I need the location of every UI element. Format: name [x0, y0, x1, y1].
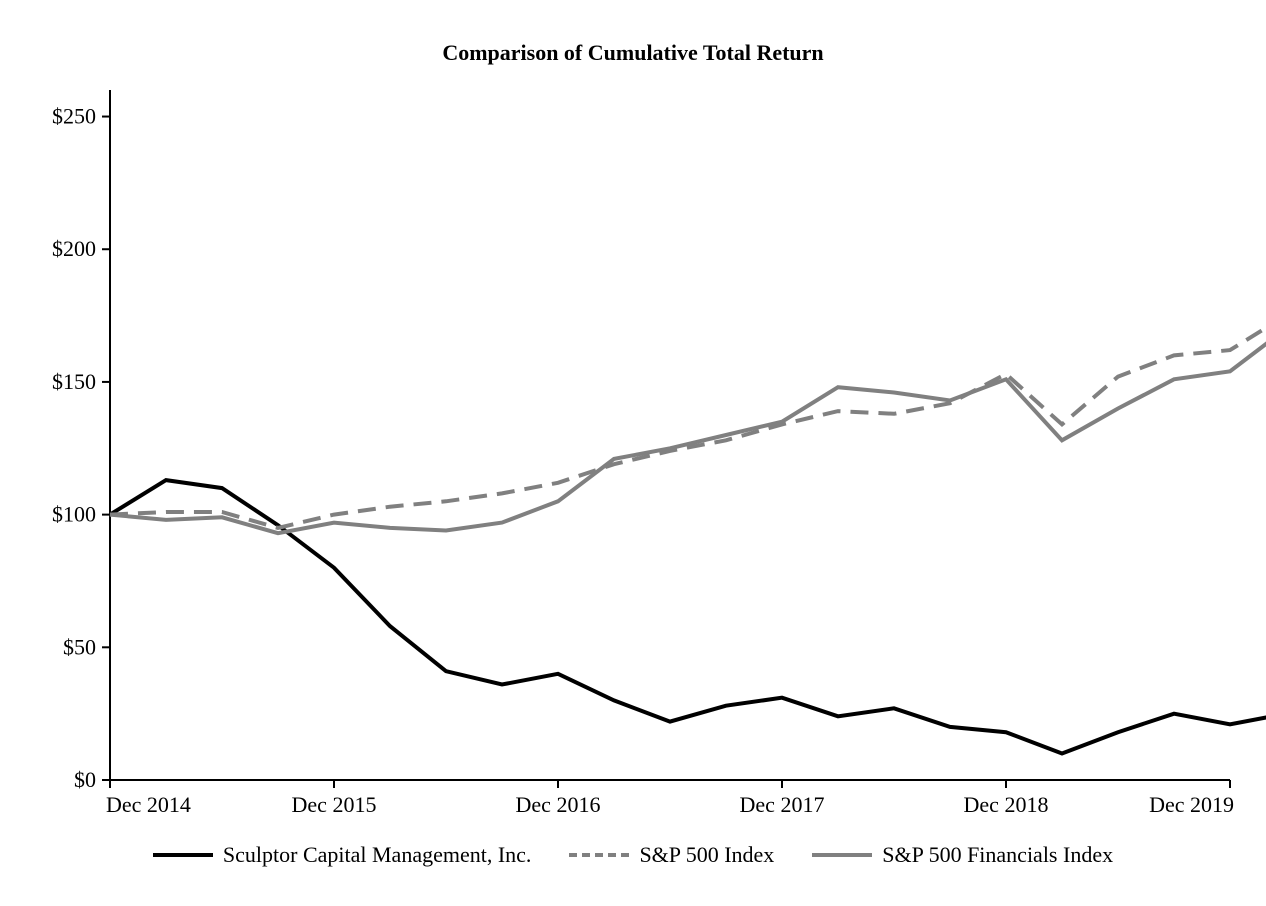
legend-item-sp500-financials: S&P 500 Financials Index	[812, 842, 1113, 868]
svg-text:Dec 2014: Dec 2014	[106, 792, 191, 817]
svg-text:Dec 2015: Dec 2015	[292, 792, 377, 817]
comparison-chart: Comparison of Cumulative Total Return $0…	[0, 0, 1266, 906]
svg-text:$150: $150	[52, 369, 96, 394]
svg-text:$100: $100	[52, 502, 96, 527]
chart-legend: Sculptor Capital Management, Inc. S&P 50…	[0, 842, 1266, 868]
svg-text:$250: $250	[52, 104, 96, 129]
legend-label-sp500: S&P 500 Index	[639, 842, 774, 868]
legend-swatch-sp500	[569, 853, 629, 857]
svg-text:Dec 2016: Dec 2016	[516, 792, 601, 817]
svg-text:Dec 2019: Dec 2019	[1149, 792, 1234, 817]
legend-label-sculptor: Sculptor Capital Management, Inc.	[223, 842, 532, 868]
svg-text:Dec 2017: Dec 2017	[740, 792, 825, 817]
legend-item-sculptor: Sculptor Capital Management, Inc.	[153, 842, 532, 868]
legend-item-sp500: S&P 500 Index	[569, 842, 774, 868]
svg-text:$0: $0	[74, 767, 96, 792]
legend-swatch-sp500-financials	[812, 853, 872, 857]
legend-label-sp500-financials: S&P 500 Financials Index	[882, 842, 1113, 868]
svg-text:Dec 2018: Dec 2018	[964, 792, 1049, 817]
svg-text:$200: $200	[52, 236, 96, 261]
chart-plot: $0 $50 $100 $150 $200 $250 Dec 2014 Dec 2015 Dec…	[0, 0, 1266, 906]
legend-swatch-sculptor	[153, 853, 213, 857]
svg-text:$50: $50	[63, 634, 96, 659]
